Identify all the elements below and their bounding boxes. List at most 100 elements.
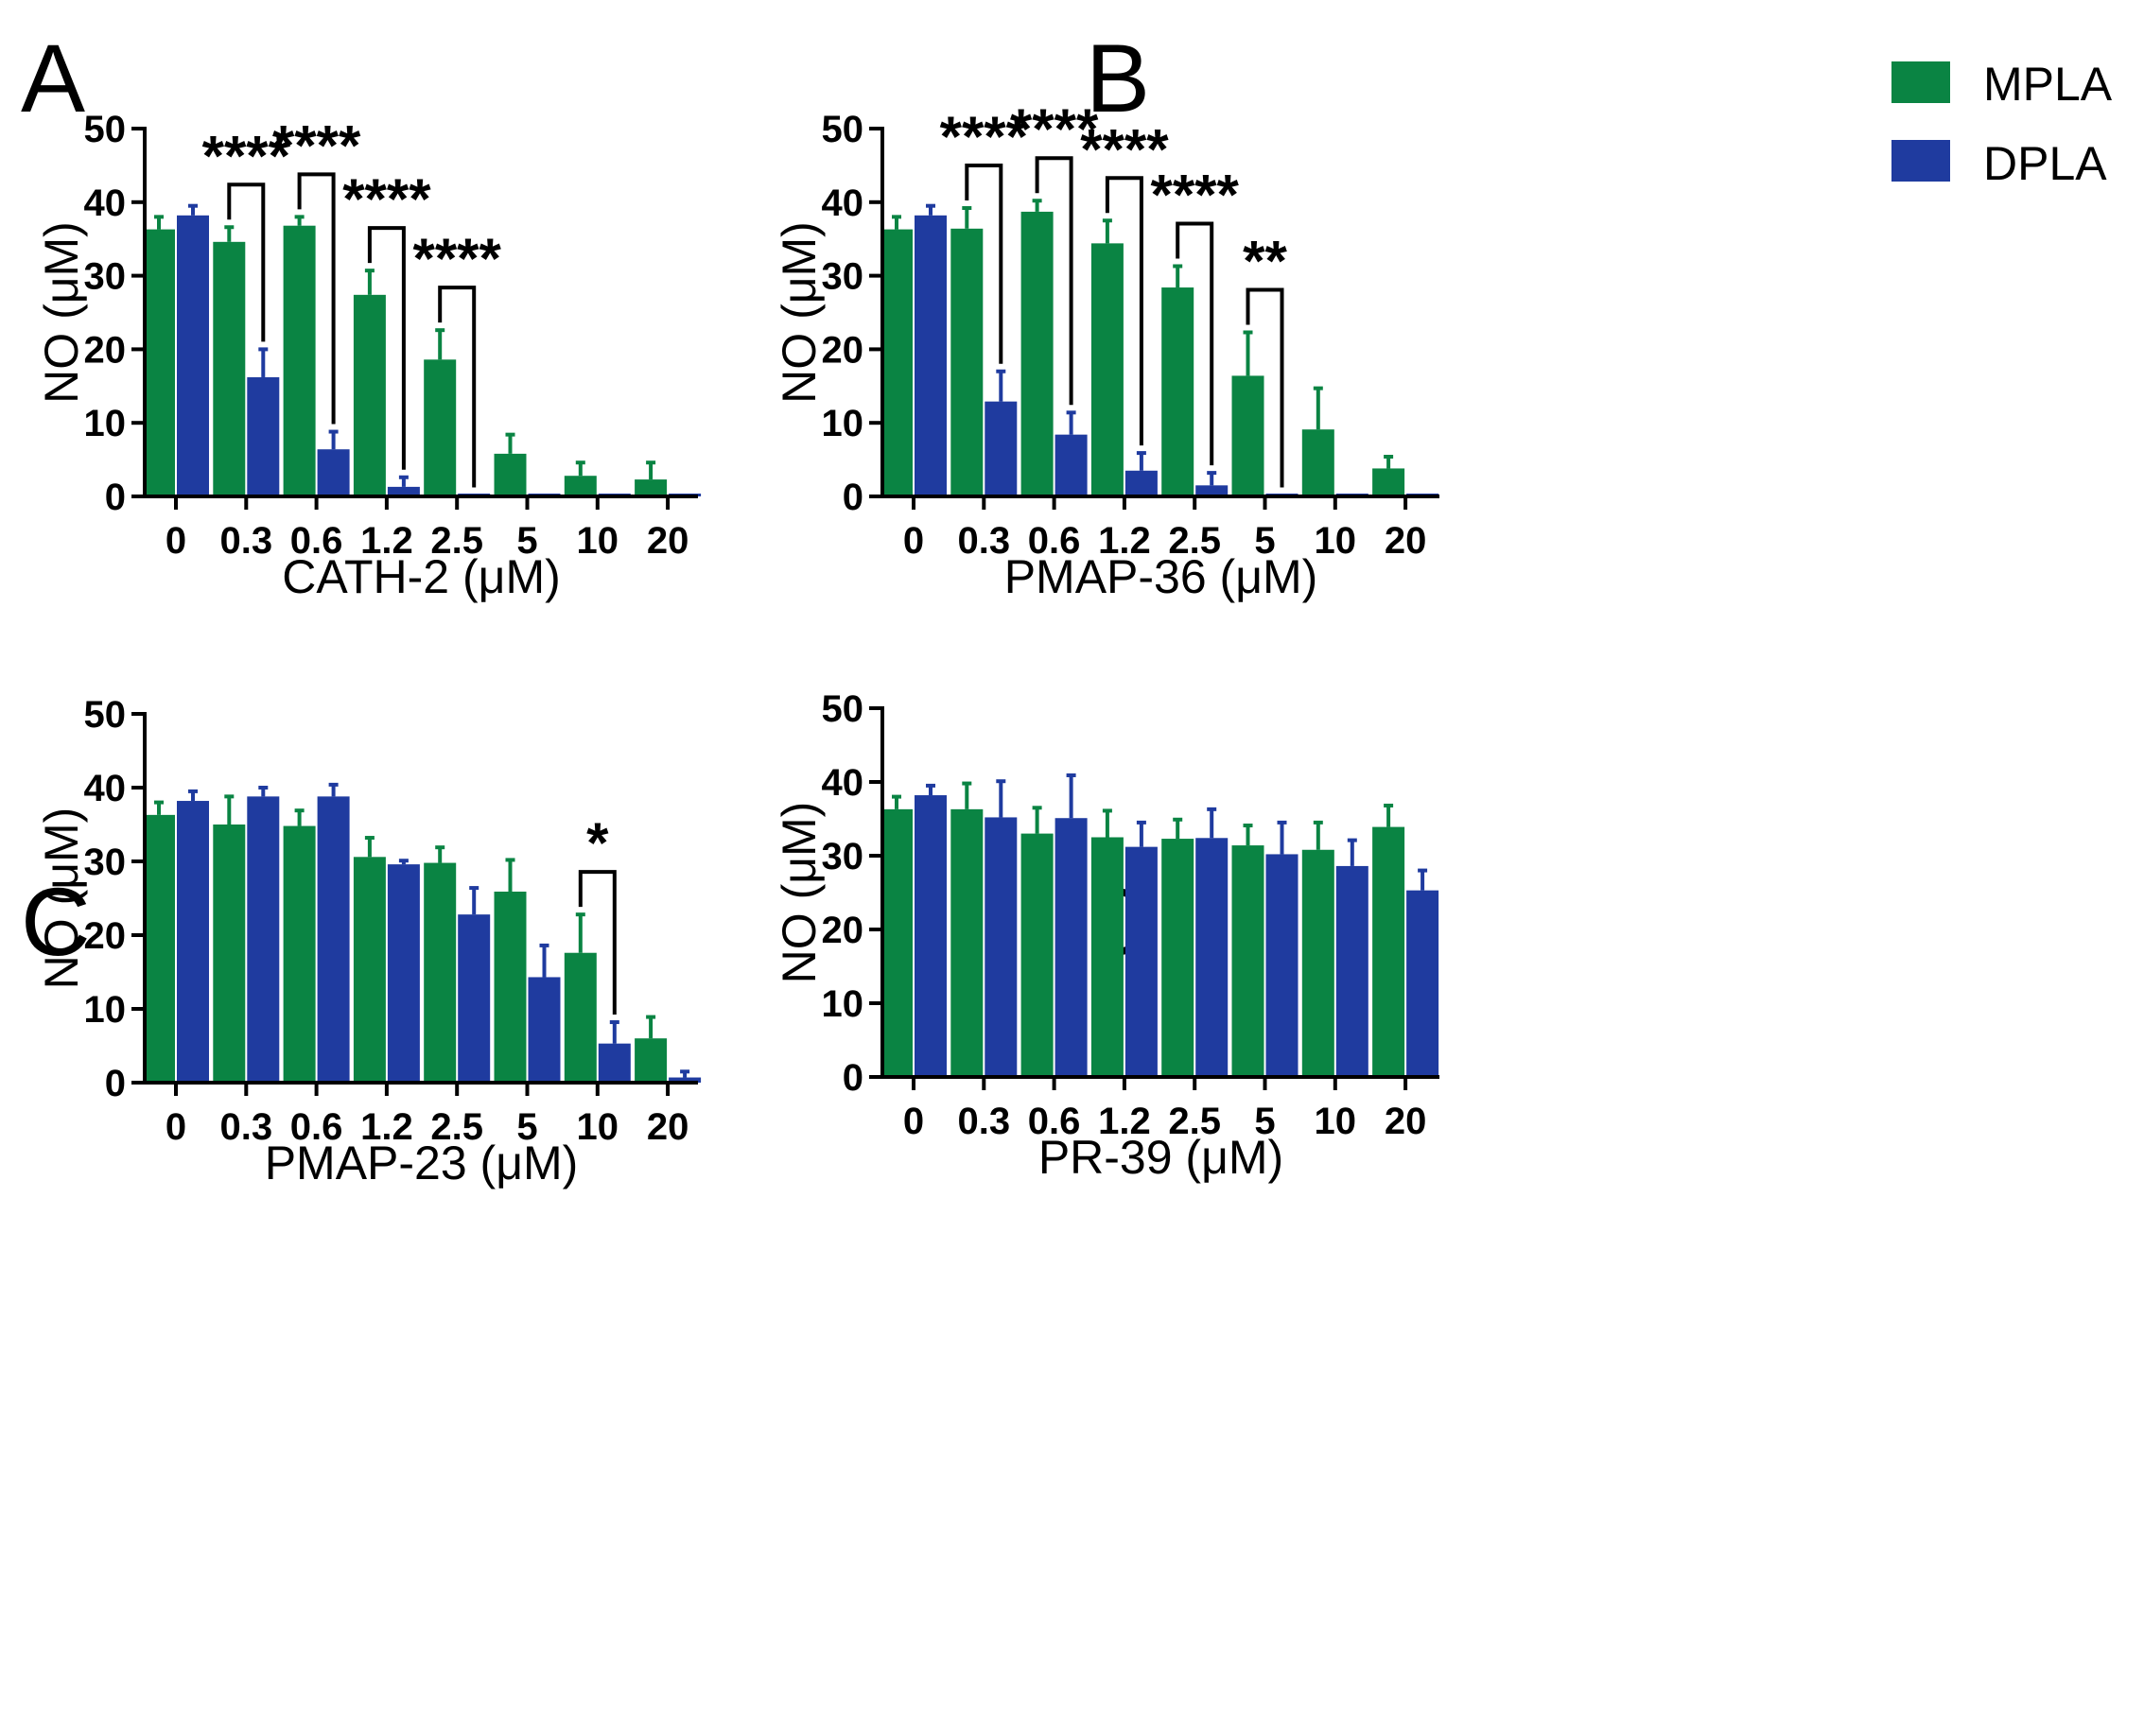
panel-d-x-tick-label: 2.5 [1168, 1101, 1221, 1142]
panel-a-y-tick-label: 10 [84, 403, 127, 444]
panel-d-x-tick-label: 0.3 [957, 1101, 1010, 1142]
panel-d-bar-mpla [1231, 845, 1264, 1077]
panel-c-bar-mpla [635, 1038, 668, 1083]
panel-d-y-tick-label: 30 [822, 836, 864, 877]
panel-c-bar-mpla [283, 825, 316, 1083]
panel-b-x-axis-title: PMAP-36 (μM) [1004, 550, 1318, 603]
panel-a-bar-dpla [317, 449, 350, 496]
panel-c-x-tick-label: 1.2 [360, 1106, 413, 1148]
panel-c-bar-mpla [353, 857, 386, 1083]
panel-c-x-tick-label: 0.6 [290, 1106, 343, 1148]
panel-b-x-tick-label: 0.3 [957, 520, 1010, 562]
panel-c-bar-dpla [598, 1043, 631, 1083]
panel-a-significance-bracket [297, 172, 336, 425]
panel-a-bar-mpla [424, 359, 457, 496]
panel-b-significance-bracket [1105, 176, 1143, 446]
panel-c-bar-dpla [528, 977, 561, 1083]
panel-b-bar-mpla [1372, 468, 1405, 496]
legend-label-mpla: MPLA [1983, 58, 2113, 111]
panel-a-x-tick-label: 1.2 [360, 520, 413, 562]
panel-c-x-tick-label: 20 [647, 1106, 689, 1148]
panel-a-bar-mpla [353, 294, 386, 496]
panel-c-x-tick-label: 2.5 [430, 1106, 483, 1148]
panel-c-significance-label: * [586, 811, 609, 875]
panel-c-x-tick-label: 5 [516, 1106, 537, 1148]
panel-a-x-tick-label: 5 [516, 520, 537, 562]
panel-b-significance-label: **** [1080, 117, 1169, 181]
panel-a-y-tick-label: 40 [84, 182, 127, 224]
panel-c-bar-mpla [424, 862, 457, 1083]
panel-a-significance-label: **** [272, 113, 361, 177]
panel-b-bar-mpla [1090, 243, 1124, 496]
panel-d-bar-dpla [1195, 838, 1229, 1077]
panel-a-y-tick-label: 20 [84, 329, 127, 371]
panel-b-x-tick-label: 20 [1385, 520, 1427, 562]
panel-d-x-tick-label: 0 [903, 1101, 924, 1142]
panel-c-bar-mpla [143, 814, 175, 1083]
panel-d-bar-dpla [1406, 890, 1439, 1077]
panel-a-y-tick-label: 30 [84, 256, 127, 298]
panel-a-y-axis-title: NO (μM) [35, 221, 88, 404]
panel-a-y-tick-label: 50 [84, 109, 127, 150]
panel-a-x-tick-label: 0.3 [219, 520, 272, 562]
panel-b-bar-mpla [950, 228, 984, 497]
panel-c-x-tick-label: 0.3 [219, 1106, 272, 1148]
panel-b-y-tick-label: 30 [822, 256, 864, 298]
panel-a-x-tick-label: 0 [166, 520, 186, 562]
panel-d-x-tick-label: 10 [1315, 1101, 1357, 1142]
panel-b-significance-bracket [1246, 287, 1284, 488]
panel-a-bar-mpla [635, 479, 668, 496]
panel-d-bar-dpla [1335, 865, 1368, 1077]
panel-b-x-tick-label: 2.5 [1168, 520, 1221, 562]
panel-b-bar-mpla [880, 229, 913, 496]
panel-d-bar-dpla [1055, 818, 1088, 1077]
panel-a-significance-bracket [227, 182, 266, 342]
panel-d-bar-mpla [950, 808, 984, 1077]
panel-c-bar-dpla [387, 864, 420, 1083]
panel-a-bar-mpla [283, 225, 316, 497]
panel-b-significance-label: **** [1150, 163, 1239, 226]
panel-letter-c: C [21, 868, 91, 976]
panel-d-bar-mpla [1372, 826, 1405, 1077]
panel-c-y-tick-label: 50 [84, 694, 127, 736]
panel-d-bar-mpla [1020, 833, 1054, 1077]
panel-a-bar-mpla [213, 241, 246, 496]
panel-d-y-tick-label: 50 [822, 688, 864, 730]
panel-b-significance-label: **** [940, 105, 1029, 168]
panel-b-y-tick-label: 10 [822, 403, 864, 444]
panel-c-y-axis-title: NO (μM) [35, 807, 88, 990]
panel-c-x-tick-label: 10 [577, 1106, 619, 1148]
panel-a-x-tick-label: 10 [577, 520, 619, 562]
panel-a-significance-label: **** [412, 227, 501, 290]
panel-c-bar-mpla [213, 825, 246, 1083]
panel-b-bar-mpla [1161, 287, 1194, 496]
panel-c-x-axis-title: PMAP-23 (μM) [265, 1137, 579, 1189]
legend-label-dpla: DPLA [1983, 137, 2107, 190]
panel-c-y-tick-label: 0 [105, 1063, 126, 1104]
legend: MPLA DPLA [1891, 58, 2113, 190]
panel-b-x-tick-label: 5 [1254, 520, 1275, 562]
panel-d-bar-mpla [1090, 837, 1124, 1077]
panel-d-y-tick-label: 20 [822, 910, 864, 951]
panel-c-y-tick-label: 30 [84, 842, 127, 883]
panel-a-significance-bracket [367, 226, 406, 470]
panel-c-y-tick-label: 10 [84, 989, 127, 1031]
panel-b-bar-mpla [1301, 429, 1334, 496]
panel-d-y-tick-label: 10 [822, 983, 864, 1025]
panel-b-x-tick-label: 1.2 [1098, 520, 1151, 562]
panel-a-bar-mpla [494, 453, 527, 496]
panel-b-significance-bracket [1035, 156, 1073, 406]
legend-swatch-dpla [1891, 140, 1950, 182]
panel-a-bar-mpla [564, 476, 597, 496]
panel-d-bar-mpla [880, 808, 913, 1077]
panel-d-x-tick-label: 1.2 [1098, 1101, 1151, 1142]
panel-c-bar-dpla [247, 796, 280, 1083]
panel-c-y-tick-label: 20 [84, 915, 127, 957]
panel-c-significance-bracket [578, 870, 617, 1016]
panel-a-significance-label: **** [202, 124, 291, 187]
panel-letter-b: B [1086, 25, 1150, 132]
